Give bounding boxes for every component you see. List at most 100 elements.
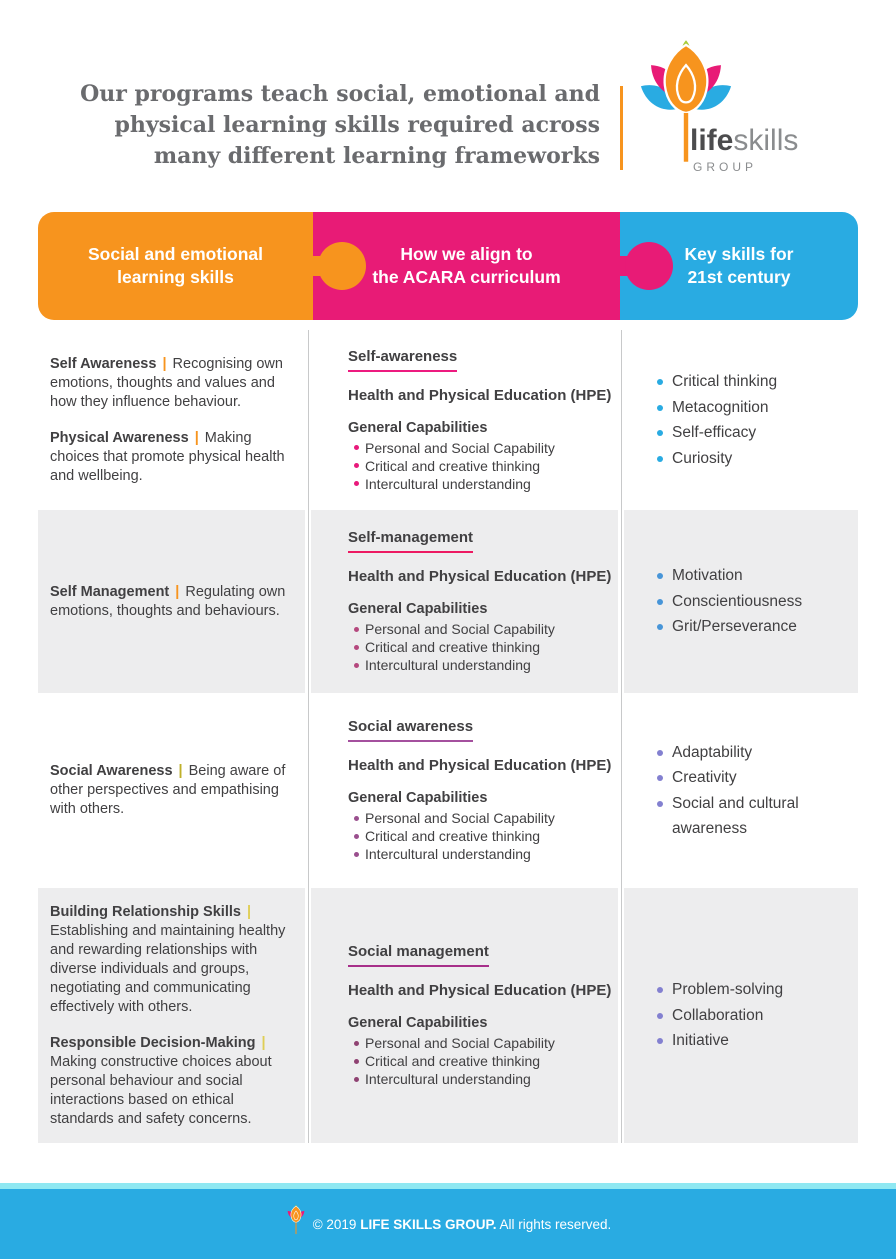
skills-list: Adaptability Creativity Social and cultura… [657, 740, 854, 842]
acara-subject: Health and Physical Education (HPE) [348, 386, 612, 404]
acara-heading: Social awareness [348, 718, 474, 742]
skill-item: Problem-solving [657, 977, 854, 1003]
skill-desc: Making choices that promote physical hea… [50, 429, 285, 484]
skills-cell: Problem-solving Collaboration Initiative [624, 888, 858, 1143]
sel-cell: Social Awareness | Being aware of other … [38, 693, 305, 888]
sel-cell: Self Management | Regulating own emotion… [38, 510, 305, 693]
term-separator: | [246, 903, 252, 920]
skills-cell: Adaptability Creativity Social and cultura… [624, 693, 858, 888]
skills-list: Problem-solving Collaboration Initiative [657, 977, 854, 1054]
capabilities-title: General Capabilities [348, 1015, 488, 1031]
column-divider [308, 330, 309, 1143]
title-line: Our programs teach social, emotional and [80, 81, 600, 107]
acara-subject: Health and Physical Education (HPE) [348, 568, 612, 585]
capability-item: Personal and Social Capability [354, 620, 612, 638]
copyright-brand: LIFE SKILLS GROUP. [360, 1216, 497, 1232]
skill-term: Social Awareness [50, 763, 173, 779]
capabilities-list: Personal and Social Capability Critical a… [348, 620, 612, 674]
brand-life: life [690, 124, 734, 157]
capabilities-list: Personal and Social Capability Critical a… [348, 439, 612, 493]
capability-item: Critical and creative thinking [354, 457, 612, 475]
skill-desc: Recognising own emotions, thoughts and v… [50, 355, 283, 410]
skill-item: Creativity [657, 765, 854, 791]
column-header-line: the ACARA curriculum [372, 267, 561, 287]
acara-cell: Self-awareness Health and Physical Educa… [311, 330, 618, 510]
skill-item: Motivation [657, 563, 854, 589]
brand-divider [620, 86, 623, 170]
skill-definition: Self Management | Regulating own emotion… [50, 583, 287, 621]
brand-skills: skills [733, 124, 799, 157]
skill-item: Adaptability [657, 740, 854, 766]
sel-cell: Building Relationship Skills | Establish… [38, 888, 305, 1143]
title-line: many different learning frameworks [153, 143, 600, 169]
acara-heading: Self-awareness [348, 348, 458, 372]
column-header-line: learning skills [117, 267, 234, 287]
sel-cell: Self Awareness | Recognising own emotion… [38, 330, 305, 510]
skill-item: Social and cultural awareness [657, 791, 854, 842]
skill-definition: Social Awareness | Being aware of other … [50, 762, 287, 819]
skill-term: Self Awareness [50, 355, 157, 372]
skill-definition: Responsible Decision-Making | Making con… [50, 1034, 287, 1129]
copyright-prefix: © 2019 [312, 1216, 357, 1232]
skill-term: Physical Awareness [50, 429, 189, 446]
footer: © 2019 LIFE SKILLS GROUP. All rights res… [0, 1189, 896, 1259]
puzzle-tab [625, 242, 673, 290]
footer-copyright: © 2019 LIFE SKILLS GROUP. All rights res… [313, 1217, 612, 1232]
column-header-line: How we align to [400, 244, 533, 264]
acara-cell: Social management Health and Physical Ed… [311, 888, 618, 1143]
term-separator: | [261, 1034, 266, 1051]
term-separator: | [175, 583, 180, 600]
acara-cell: Social awareness Health and Physical Edu… [311, 693, 618, 888]
capabilities-title: General Capabilities [348, 790, 488, 806]
capabilities-list: Personal and Social Capability Critical a… [348, 809, 612, 863]
skills-cell: Critical thinking Metacognition Self-effic… [624, 330, 858, 510]
skill-definition: Self Awareness | Recognising own emotion… [50, 355, 287, 412]
skill-item: Grit/Perseverance [657, 614, 854, 640]
footer-accent-bar [0, 1183, 896, 1189]
skills-cell: Motivation Conscientiousness Grit/Persever… [624, 510, 858, 693]
capability-item: Critical and creative thinking [354, 638, 612, 656]
skills-list: Motivation Conscientiousness Grit/Persever… [657, 563, 854, 640]
puzzle-header: Social and emotional learning skills How… [38, 212, 858, 320]
acara-subject: Health and Physical Education (HPE) [348, 757, 612, 774]
column-header-sel: Social and emotional learning skills [38, 212, 313, 320]
table-row: Social Awareness | Being aware of other … [38, 693, 858, 888]
skills-list: Critical thinking Metacognition Self-effic… [657, 369, 854, 471]
brand-wordmark: lifeskills [690, 124, 798, 158]
skill-item: Metacognition [657, 395, 854, 421]
page-title: Our programs teach social, emotional and… [80, 79, 600, 172]
skill-item: Conscientiousness [657, 589, 854, 615]
table-row: Self Management | Regulating own emotion… [38, 510, 858, 693]
capability-item: Personal and Social Capability [354, 439, 612, 457]
capability-item: Intercultural understanding [354, 475, 612, 493]
skill-desc: Making constructive choices about person… [50, 1053, 272, 1127]
skill-term: Building Relationship Skills [50, 903, 241, 920]
capabilities-list: Personal and Social Capability Critical a… [348, 1034, 612, 1088]
capability-item: Intercultural understanding [354, 656, 612, 674]
footer-lotus-icon [285, 1205, 307, 1234]
column-header-line: Key skills for [684, 244, 794, 264]
capability-item: Personal and Social Capability [354, 1034, 612, 1052]
capability-item: Intercultural understanding [354, 845, 612, 863]
title-line: physical learning skills required across [114, 112, 600, 138]
skill-item: Initiative [657, 1028, 854, 1054]
acara-heading: Self-management [348, 529, 474, 553]
capability-item: Personal and Social Capability [354, 809, 612, 827]
term-separator: | [194, 429, 199, 446]
capabilities-title: General Capabilities [348, 601, 488, 617]
capability-item: Critical and creative thinking [354, 1052, 612, 1070]
skill-desc: Being aware of other perspectives and em… [50, 763, 286, 817]
skill-definition: Physical Awareness | Making choices that… [50, 429, 287, 486]
brand-group-label: GROUP [693, 160, 758, 174]
capabilities-title: General Capabilities [348, 419, 488, 436]
term-separator: | [162, 355, 167, 372]
skill-item: Critical thinking [657, 369, 854, 395]
skill-definition: Building Relationship Skills | Establish… [50, 903, 287, 1017]
acara-cell: Self-management Health and Physical Educ… [311, 510, 618, 693]
capability-item: Critical and creative thinking [354, 827, 612, 845]
acara-subject: Health and Physical Education (HPE) [348, 982, 612, 999]
term-separator: | [178, 763, 183, 779]
table-row: Self Awareness | Recognising own emotion… [38, 330, 858, 510]
column-divider [621, 330, 622, 1143]
